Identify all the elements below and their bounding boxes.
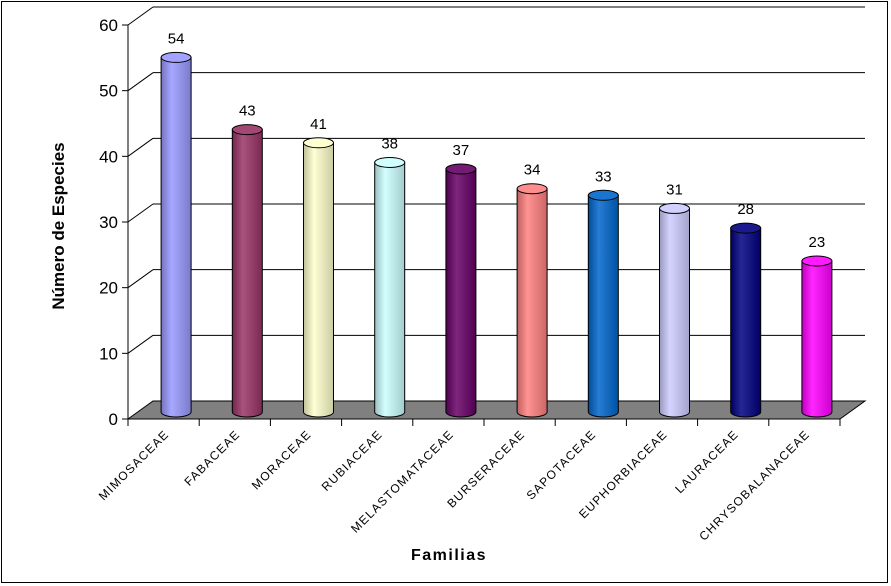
- x-tick-label: FABACEAE: [181, 427, 242, 488]
- data-label: 43: [239, 103, 256, 120]
- bar-body: [303, 142, 334, 418]
- axes: 0 10 20 30 40 50 60: [99, 16, 841, 429]
- data-label: 54: [168, 30, 185, 47]
- bar-top: [374, 156, 406, 168]
- x-tick-label: LAURACEAE: [672, 427, 741, 496]
- bar-lauraceae: [730, 222, 762, 418]
- bar-body: [445, 168, 477, 418]
- gridline-diagonal: [127, 269, 154, 289]
- data-label: 31: [666, 181, 683, 198]
- bar-body: [160, 56, 192, 418]
- bar-top: [730, 222, 762, 234]
- bar-top: [801, 255, 833, 267]
- y-tick-label: 0: [109, 410, 118, 429]
- bar-body: [730, 227, 762, 418]
- bar-body: [659, 207, 690, 418]
- bar-burseraceae: [516, 183, 548, 418]
- data-label: 23: [809, 234, 826, 251]
- data-label: 37: [453, 142, 470, 159]
- x-tick-label: SAPOTACEAE: [524, 427, 599, 502]
- bar-top: [231, 124, 263, 136]
- bar-top: [160, 51, 192, 63]
- y-axis-title: Número de Especies: [49, 142, 68, 309]
- bar-top: [303, 137, 334, 149]
- y-tick-label: 50: [99, 82, 118, 101]
- data-label: 38: [381, 135, 398, 152]
- bars: [160, 51, 833, 418]
- bar-top: [587, 189, 619, 201]
- y-tick-label: 10: [99, 344, 118, 363]
- bar-top: [659, 202, 690, 214]
- bar-mimosaceae: [160, 51, 192, 418]
- bar-melastomataceae: [445, 163, 477, 418]
- x-tick-label: BURSERACEAE: [444, 427, 527, 510]
- data-label: 41: [310, 116, 327, 133]
- bar-chrysobalanaceae: [801, 255, 833, 418]
- y-tick-label: 60: [99, 16, 118, 35]
- bar-rubiaceae: [374, 156, 406, 418]
- bar-moraceae: [303, 137, 334, 418]
- x-axis-title: Familias: [411, 547, 487, 564]
- gridline-diagonal: [127, 203, 154, 223]
- gridline-diagonal: [127, 6, 154, 26]
- bar-top: [516, 183, 548, 195]
- bar-fabaceae: [231, 124, 263, 418]
- bar-sapotaceae: [587, 189, 619, 418]
- bar-body: [801, 260, 833, 418]
- x-tick-label: MIMOSACEAE: [96, 427, 172, 503]
- bar-body: [231, 129, 263, 418]
- bar-body: [374, 161, 406, 418]
- data-label: 33: [595, 168, 612, 185]
- gridline-diagonal: [127, 334, 154, 354]
- bar-euphorbiaceae: [659, 202, 690, 418]
- data-label: 34: [524, 162, 541, 179]
- gridline-diagonal: [127, 72, 154, 92]
- bar-body: [516, 188, 548, 418]
- y-tick-label: 30: [99, 213, 118, 232]
- y-tick-label: 20: [99, 279, 118, 298]
- y-tick-label: 40: [99, 147, 118, 166]
- bar-body: [587, 194, 619, 418]
- x-tick-label: RUBIACEAE: [319, 427, 386, 494]
- gridline-diagonal: [127, 137, 154, 157]
- bar-top: [445, 163, 477, 175]
- data-label: 28: [737, 201, 754, 218]
- x-tick-label: MORACEAE: [249, 427, 314, 492]
